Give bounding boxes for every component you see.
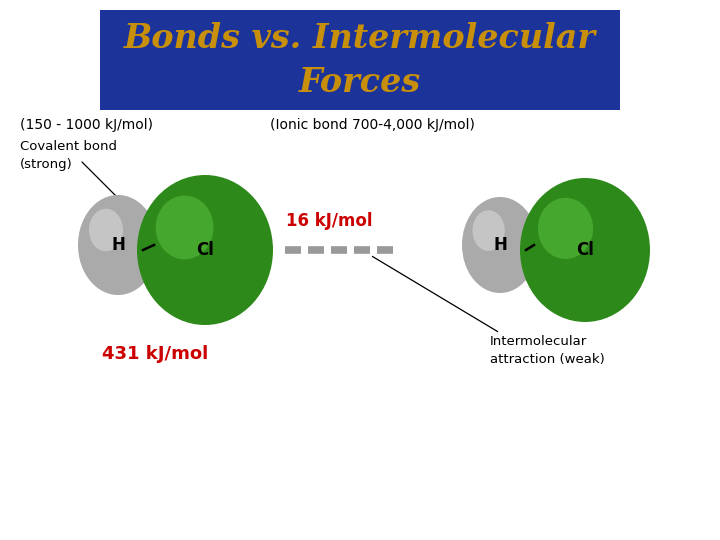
Text: Forces: Forces [299,65,421,98]
Text: 431 kJ/mol: 431 kJ/mol [102,345,208,363]
Text: (150 - 1000 kJ/mol): (150 - 1000 kJ/mol) [20,118,153,132]
Text: Bonds vs. Intermolecular: Bonds vs. Intermolecular [124,22,596,55]
Text: attraction (weak): attraction (weak) [490,353,605,366]
Ellipse shape [472,210,505,251]
Text: H: H [111,236,125,254]
Bar [100,10,620,110]
Text: Intermolecular: Intermolecular [490,335,588,348]
Ellipse shape [137,175,273,325]
Text: (strong): (strong) [20,158,73,171]
Ellipse shape [462,197,538,293]
Text: Cl: Cl [196,241,214,259]
Ellipse shape [520,178,650,322]
Ellipse shape [156,195,214,259]
Ellipse shape [89,209,123,251]
Text: H: H [493,236,507,254]
Text: (Ionic bond 700-4,000 kJ/mol): (Ionic bond 700-4,000 kJ/mol) [270,118,475,132]
Text: Covalent bond: Covalent bond [20,140,117,153]
Ellipse shape [538,198,593,259]
Text: Cl: Cl [576,241,594,259]
Ellipse shape [78,195,158,295]
Text: 16 kJ/mol: 16 kJ/mol [286,212,372,230]
